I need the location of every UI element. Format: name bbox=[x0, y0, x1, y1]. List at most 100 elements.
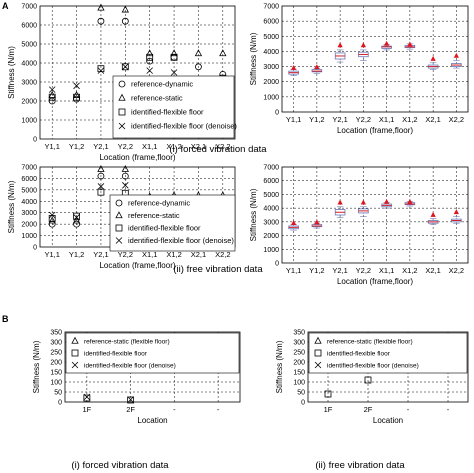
x-tick-label: X2,1 bbox=[191, 142, 206, 151]
x-tick-label: X2,2 bbox=[449, 266, 464, 275]
x-tick-label: X2,2 bbox=[215, 142, 230, 151]
x-tick-label: Y1,2 bbox=[309, 115, 324, 124]
panel-label-a: A bbox=[2, 1, 9, 11]
y-tick-label: 5000 bbox=[263, 34, 279, 41]
data-point-x bbox=[73, 82, 80, 90]
y-tick-label: 6000 bbox=[21, 23, 37, 30]
legend-box bbox=[308, 332, 468, 374]
y-tick-label: 7000 bbox=[263, 165, 279, 172]
box-outlier-marker bbox=[430, 55, 436, 61]
y-tick-label: 4000 bbox=[21, 61, 37, 68]
data-point-square bbox=[97, 65, 105, 73]
legend-marker-triangle bbox=[115, 211, 123, 219]
x-tick-label: X2,2 bbox=[449, 115, 464, 124]
data-point-triangle bbox=[146, 49, 154, 57]
y-tick-label: 300 bbox=[50, 340, 62, 347]
data-point-x bbox=[97, 67, 105, 74]
y-tick-label: 2000 bbox=[21, 222, 37, 229]
legend-marker-triangle bbox=[71, 336, 79, 344]
legend-marker-x bbox=[115, 237, 123, 244]
y-tick-label: 150 bbox=[50, 370, 62, 377]
x-axis-label: Location (frame,floor) bbox=[99, 153, 175, 162]
legend-marker-x bbox=[314, 361, 322, 369]
data-point-circle bbox=[97, 17, 105, 25]
chart-caption: (ii) free vibration data bbox=[173, 264, 263, 275]
data-point-triangle bbox=[194, 49, 203, 57]
y-tick-label: 6000 bbox=[21, 176, 37, 183]
y-tick-label: 5000 bbox=[263, 192, 279, 199]
legend-label: reference-dynamic bbox=[131, 80, 193, 89]
chart-a-free-right: 0 1000 2000 3000 4000 5000 6000 7000 Y1,1 Y1,2 Y2,… bbox=[173, 165, 469, 286]
chart-caption: (ii) free vibration data bbox=[315, 460, 405, 471]
x-tick-label: X2,1 bbox=[425, 115, 440, 124]
legend-marker-square bbox=[118, 108, 126, 116]
data-point-square bbox=[170, 53, 178, 61]
chart-caption: (i) forced vibration data bbox=[169, 144, 267, 155]
y-tick-label: 300 bbox=[293, 340, 305, 347]
data-point-x-stroke-b bbox=[73, 214, 80, 221]
data-point-square bbox=[73, 212, 80, 220]
panel-label-b: B bbox=[2, 314, 9, 324]
legend-box bbox=[65, 332, 240, 374]
data-point-triangle bbox=[48, 216, 56, 224]
data-point-x bbox=[48, 86, 56, 93]
x-tick-label: - bbox=[447, 405, 450, 414]
box-outlier-marker bbox=[430, 211, 436, 217]
x-tick-label: 2F bbox=[126, 405, 135, 414]
data-point-x bbox=[127, 396, 134, 403]
y-tick-label: 4000 bbox=[263, 49, 279, 56]
chart-a-forced-right: 0 1000 2000 3000 4000 5000 6000 7000 Y1,1 Y1,2 Y2,… bbox=[169, 4, 469, 155]
data-point-square bbox=[83, 394, 91, 402]
box-outlier-marker bbox=[337, 42, 343, 48]
legend-label: identified-flexible floor (denoise) bbox=[327, 363, 419, 370]
legend-label: identified-flexible floor (denoise) bbox=[84, 363, 176, 370]
data-point-circle bbox=[121, 17, 129, 25]
legend-marker-x-stroke-b bbox=[71, 361, 79, 369]
y-tick-label: 4000 bbox=[21, 199, 37, 206]
y-tick-label: 7000 bbox=[21, 4, 37, 11]
y-tick-label: 7000 bbox=[263, 4, 279, 11]
legend-label: identified-flexible floor bbox=[128, 224, 201, 233]
y-tick-label: 2000 bbox=[263, 79, 279, 86]
box-outlier-marker bbox=[360, 42, 366, 48]
y-axis-label: Stiffness (N/m) bbox=[275, 340, 284, 393]
x-tick-label: 2F bbox=[364, 405, 373, 414]
chart-a-forced-left: 0 1000 2000 3000 4000 5000 6000 7000 Y1,1 Y1,2 Y2,… bbox=[7, 4, 237, 163]
y-tick-label: 4000 bbox=[263, 206, 279, 213]
x-tick-label: X1,2 bbox=[402, 115, 417, 124]
y-tick-label: 7000 bbox=[21, 165, 37, 172]
y-tick-label: 200 bbox=[50, 360, 62, 367]
x-tick-label: - bbox=[173, 405, 176, 414]
data-point-triangle bbox=[72, 90, 81, 98]
x-axis-label: Location (frame,floor) bbox=[99, 261, 175, 270]
data-point-square bbox=[127, 396, 135, 404]
data-point-circle bbox=[195, 63, 202, 71]
y-tick-label: 3000 bbox=[21, 210, 37, 217]
legend-box bbox=[112, 75, 235, 139]
y-tick-label: 0 bbox=[58, 400, 62, 407]
y-tick-label: 350 bbox=[50, 330, 62, 337]
legend-marker-triangle bbox=[118, 93, 126, 101]
y-tick-label: 350 bbox=[293, 330, 305, 337]
data-point-circle bbox=[146, 57, 154, 65]
plot-frame bbox=[64, 331, 241, 403]
legend-label: identified-flexible floor bbox=[327, 351, 391, 358]
y-axis-label: Stiffness (N/m) bbox=[7, 180, 16, 233]
x-tick-label: X1,1 bbox=[379, 266, 394, 275]
data-point-x-stroke-b bbox=[83, 393, 91, 401]
y-tick-label: 100 bbox=[293, 380, 305, 387]
y-tick-label: 200 bbox=[293, 360, 305, 367]
y-tick-label: 250 bbox=[293, 350, 305, 357]
data-point-x-stroke-b bbox=[122, 63, 129, 71]
box-outlier-marker bbox=[384, 198, 390, 204]
x-tick-label: X2,2 bbox=[215, 250, 230, 259]
legend-label: reference-static (flexible floor) bbox=[327, 339, 413, 346]
legend-marker-circle bbox=[115, 199, 123, 207]
y-axis-label: Stiffness (N/m) bbox=[249, 32, 258, 85]
data-point-x-stroke-b bbox=[97, 67, 105, 74]
data-point-triangle bbox=[170, 49, 178, 57]
y-tick-label: 5000 bbox=[21, 187, 37, 194]
